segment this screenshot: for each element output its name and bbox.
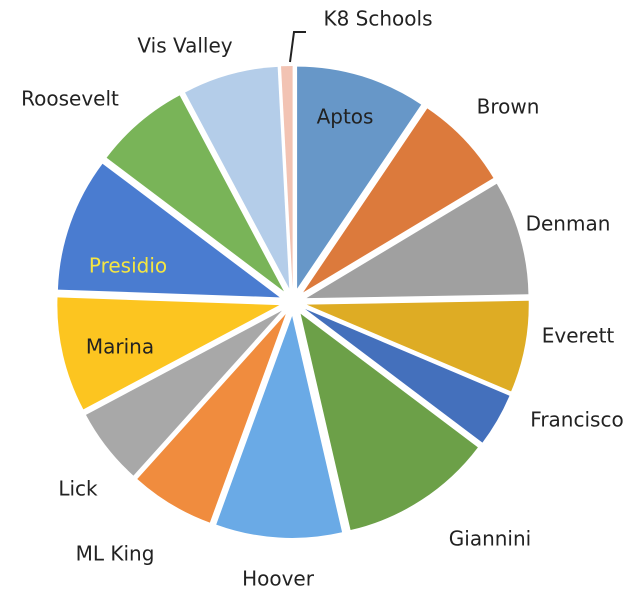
slice-label: Denman — [526, 212, 611, 236]
slice-label: Marina — [86, 335, 154, 359]
pie-slice — [281, 66, 293, 289]
slice-label: Presidio — [89, 254, 167, 278]
pie-slice — [303, 108, 494, 293]
pie-slice — [85, 310, 282, 476]
slice-label: Vis Valley — [137, 34, 232, 58]
slice-label: Brown — [477, 95, 540, 119]
slice-label: Roosevelt — [21, 87, 119, 111]
pie-slice — [106, 95, 284, 292]
pie-slice — [300, 313, 478, 531]
slice-label: Aptos — [317, 105, 374, 129]
pie-slice — [297, 66, 422, 289]
slice-label: Lick — [58, 477, 98, 501]
pie-slice — [306, 183, 529, 299]
slice-label: ML King — [76, 542, 155, 566]
pie-slice — [57, 163, 280, 298]
pie-slice — [185, 66, 290, 289]
slice-label: K8 Schools — [323, 7, 432, 31]
pie-slice — [216, 315, 343, 538]
pie-slice — [306, 300, 529, 392]
pie-slice — [137, 314, 286, 523]
slice-label: Francisco — [530, 408, 623, 432]
slice-label: Everett — [542, 324, 615, 348]
slice-label: Hoover — [242, 567, 315, 591]
slice-label: Giannini — [449, 527, 531, 551]
leader-line — [289, 31, 306, 63]
pie-slice — [305, 309, 510, 443]
pie-slice — [57, 297, 280, 410]
